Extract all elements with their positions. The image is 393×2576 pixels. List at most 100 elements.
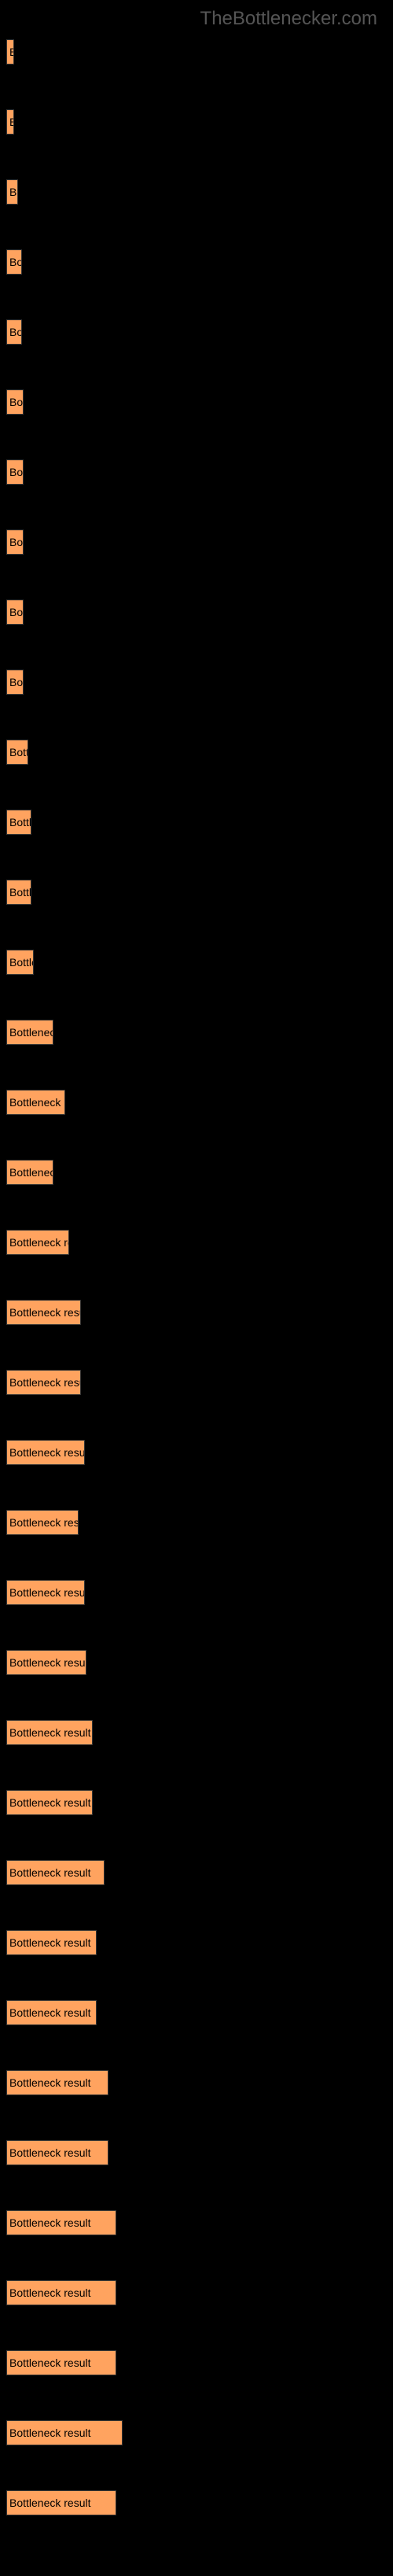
bar: Bottleneck result — [6, 1580, 85, 1605]
bar: Bottleneck result — [6, 740, 28, 765]
bar-label: Bottleneck result — [9, 2497, 116, 2509]
bar: Bottleneck result — [6, 1440, 85, 1465]
bar-row: Bottleneck result — [6, 39, 393, 65]
bar: Bottleneck result — [6, 1720, 93, 1745]
bar-label: Bottleneck result — [9, 1166, 53, 1179]
bar-label: Bottleneck result — [9, 1586, 85, 1599]
bar-label: Bottleneck result — [9, 1236, 69, 1249]
bar-row: Bottleneck result — [6, 2280, 393, 2305]
bar-row: Bottleneck result — [6, 2490, 393, 2515]
bar-row: Bottleneck result — [6, 1160, 393, 1185]
bar-label: Bottleneck result — [9, 676, 24, 688]
bar: Bottleneck result — [6, 2420, 123, 2445]
bar: Bottleneck result — [6, 600, 24, 625]
bar: Bottleneck result — [6, 1160, 53, 1185]
bar-row: Bottleneck result — [6, 1860, 393, 1885]
bar-label: Bottleneck result — [9, 886, 31, 899]
bar: Bottleneck result — [6, 319, 22, 345]
bar-label: Bottleneck result — [9, 1306, 81, 1319]
bar: Bottleneck result — [6, 1230, 69, 1255]
bar: Bottleneck result — [6, 2000, 97, 2025]
bar: Bottleneck result — [6, 2490, 116, 2515]
bar-label: Bottleneck result — [9, 2356, 116, 2369]
bar-label: Bottleneck result — [9, 1096, 65, 1109]
bar: Bottleneck result — [6, 880, 31, 905]
bar-label: Bottleneck result — [9, 1516, 79, 1529]
bar-row: Bottleneck result — [6, 2070, 393, 2095]
bar-row: Bottleneck result — [6, 530, 393, 555]
bar-label: Bottleneck result — [9, 2076, 108, 2089]
bar: Bottleneck result — [6, 249, 22, 275]
bar: Bottleneck result — [6, 1370, 81, 1395]
bar: Bottleneck result — [6, 1020, 53, 1045]
bar: Bottleneck result — [6, 179, 18, 205]
bar-row: Bottleneck result — [6, 950, 393, 975]
bar-row: Bottleneck result — [6, 179, 393, 205]
bar-row: Bottleneck result — [6, 600, 393, 625]
bar: Bottleneck result — [6, 109, 14, 135]
bar-label: Bottleneck result — [9, 396, 24, 408]
bar-row: Bottleneck result — [6, 810, 393, 835]
bar-label: Bottleneck result — [9, 466, 24, 478]
bar-label: Bottleneck result — [9, 956, 34, 969]
bar-row: Bottleneck result — [6, 2000, 393, 2025]
bar: Bottleneck result — [6, 950, 34, 975]
watermark: TheBottlenecker.com — [200, 8, 377, 30]
bar-row: Bottleneck result — [6, 740, 393, 765]
bar: Bottleneck result — [6, 2140, 108, 2165]
bar: Bottleneck result — [6, 39, 14, 65]
bar-chart: Bottleneck result Bottleneck result Bottle… — [0, 0, 393, 2576]
bar-label: Bottleneck result — [9, 1796, 93, 1809]
bar: Bottleneck result — [6, 389, 24, 415]
bar: Bottleneck result — [6, 2070, 108, 2095]
bar-label: Bottleneck result — [9, 816, 31, 829]
bar-row: Bottleneck result — [6, 1580, 393, 1605]
bar-label: Bottleneck result — [9, 1656, 86, 1669]
bar-row: Bottleneck result — [6, 1930, 393, 1955]
bar: Bottleneck result — [6, 670, 24, 695]
bar-label: Bottleneck result — [9, 116, 14, 128]
bar-row: Bottleneck result — [6, 1090, 393, 1115]
bar-row: Bottleneck result — [6, 2210, 393, 2235]
bar-label: Bottleneck result — [9, 1446, 85, 1459]
bar: Bottleneck result — [6, 2280, 116, 2305]
bar-label: Bottleneck result — [9, 1936, 97, 1949]
bar-row: Bottleneck result — [6, 1510, 393, 1535]
bar-row: Bottleneck result — [6, 459, 393, 485]
bar: Bottleneck result — [6, 530, 24, 555]
bar: Bottleneck result — [6, 1650, 86, 1675]
bar-row: Bottleneck result — [6, 1020, 393, 1045]
bar-row: Bottleneck result — [6, 1370, 393, 1395]
bar-row: Bottleneck result — [6, 2420, 393, 2445]
bar-label: Bottleneck result — [9, 1376, 81, 1389]
bar-label: Bottleneck result — [9, 2216, 116, 2229]
bar: Bottleneck result — [6, 1090, 65, 1115]
bar-row: Bottleneck result — [6, 249, 393, 275]
bar: Bottleneck result — [6, 459, 24, 485]
bar-label: Bottleneck result — [9, 256, 22, 268]
bar: Bottleneck result — [6, 810, 31, 835]
bar-label: Bottleneck result — [9, 2146, 108, 2159]
bar-row: Bottleneck result — [6, 389, 393, 415]
bar-row: Bottleneck result — [6, 1650, 393, 1675]
bar-label: Bottleneck result — [9, 46, 14, 58]
bar-row: Bottleneck result — [6, 880, 393, 905]
bar: Bottleneck result — [6, 1930, 97, 1955]
bar-row: Bottleneck result — [6, 319, 393, 345]
bar-row: Bottleneck result — [6, 670, 393, 695]
bar-label: Bottleneck result — [9, 1726, 93, 1739]
bar: Bottleneck result — [6, 2350, 116, 2375]
bar-label: Bottleneck result — [9, 326, 22, 338]
bar-row: Bottleneck result — [6, 1440, 393, 1465]
bar-row: Bottleneck result — [6, 1790, 393, 1815]
bar-label: Bottleneck result — [9, 2286, 116, 2299]
bar-row: Bottleneck result — [6, 2350, 393, 2375]
bar: Bottleneck result — [6, 1300, 81, 1325]
bar: Bottleneck result — [6, 2210, 116, 2235]
bar-row: Bottleneck result — [6, 1230, 393, 1255]
bar-label: Bottleneck result — [9, 1026, 53, 1039]
bar-label: Bottleneck result — [9, 1866, 105, 1879]
bar-label: Bottleneck result — [9, 606, 24, 618]
bar: Bottleneck result — [6, 1510, 79, 1535]
bar-row: Bottleneck result — [6, 1300, 393, 1325]
